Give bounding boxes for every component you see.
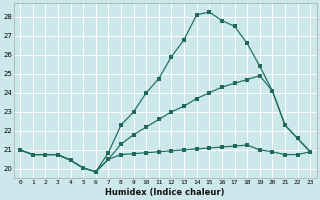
X-axis label: Humidex (Indice chaleur): Humidex (Indice chaleur) [105,188,225,197]
